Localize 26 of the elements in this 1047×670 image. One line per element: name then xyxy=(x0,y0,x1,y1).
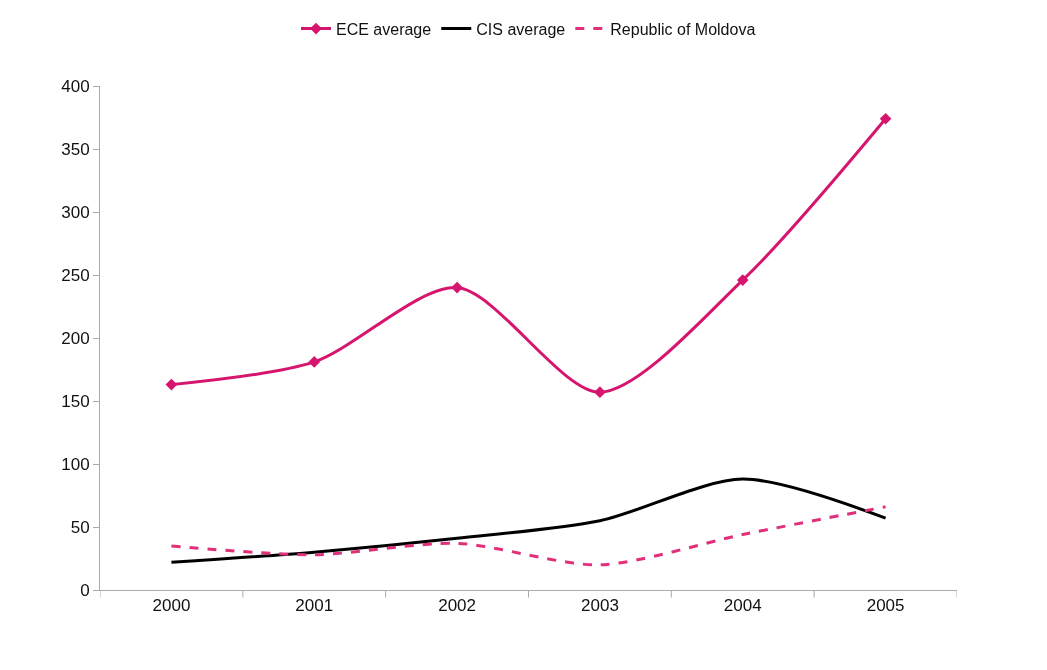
y-tick-label: 350 xyxy=(61,139,90,159)
line-series xyxy=(169,477,888,564)
x-tick-label: 2005 xyxy=(866,596,905,616)
point xyxy=(594,386,606,399)
point xyxy=(879,112,892,125)
legend-label: ECE average xyxy=(336,20,432,38)
x-tick-label: 2003 xyxy=(581,596,619,616)
y-tick-label: 50 xyxy=(70,517,90,537)
y-tick-label: 100 xyxy=(61,454,90,474)
y-tick-label: 250 xyxy=(61,265,90,285)
point xyxy=(308,356,321,368)
y-tick-label: 300 xyxy=(61,202,90,222)
point xyxy=(736,274,749,286)
legend-label: CIS average xyxy=(476,20,566,38)
x-tick-label: 2000 xyxy=(152,596,191,616)
point xyxy=(451,281,463,294)
y-tick-label: 150 xyxy=(61,391,90,411)
x-tick-label: 2004 xyxy=(723,596,762,616)
y-tick-label: 400 xyxy=(61,76,90,96)
x-tick-label: 2001 xyxy=(295,596,334,616)
y-tick-label: 0 xyxy=(80,580,90,600)
legend-label: Republic of Moldova xyxy=(610,20,756,38)
y-tick-label: 200 xyxy=(61,328,90,348)
x-tick-label: 2002 xyxy=(438,596,476,616)
point xyxy=(165,378,178,391)
line-series xyxy=(169,505,888,567)
